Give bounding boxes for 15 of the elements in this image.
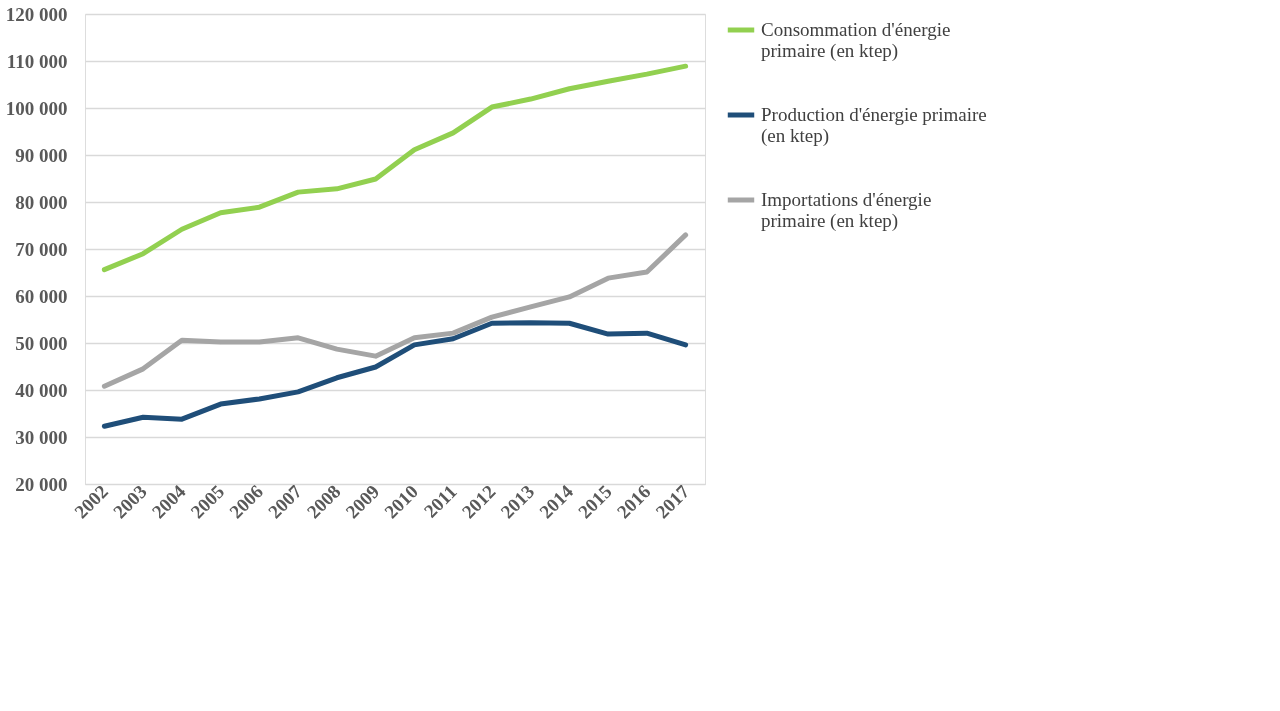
y-tick-label: 70 000 xyxy=(15,238,68,260)
legend-label: Importations d'énergie primaire (en ktep) xyxy=(761,189,932,232)
legend-label: Consommation d'énergie primaire (en ktep) xyxy=(761,19,951,62)
y-tick-label: 50 000 xyxy=(15,332,68,354)
y-tick-label: 60 000 xyxy=(15,285,68,307)
y-tick-label: 80 000 xyxy=(15,191,68,213)
x-tick-label: 2011 xyxy=(419,480,461,522)
y-tick-label: 30 000 xyxy=(15,426,68,448)
legend-label: Production d'énergie primaire (en ktep) xyxy=(761,104,987,147)
y-tick-label: 120 000 xyxy=(5,3,68,25)
y-tick-label: 40 000 xyxy=(15,379,68,401)
y-tick-label: 20 000 xyxy=(15,473,68,495)
y-tick-label: 90 000 xyxy=(15,144,68,166)
y-tick-label: 110 000 xyxy=(6,50,68,72)
y-tick-label: 100 000 xyxy=(5,97,68,119)
